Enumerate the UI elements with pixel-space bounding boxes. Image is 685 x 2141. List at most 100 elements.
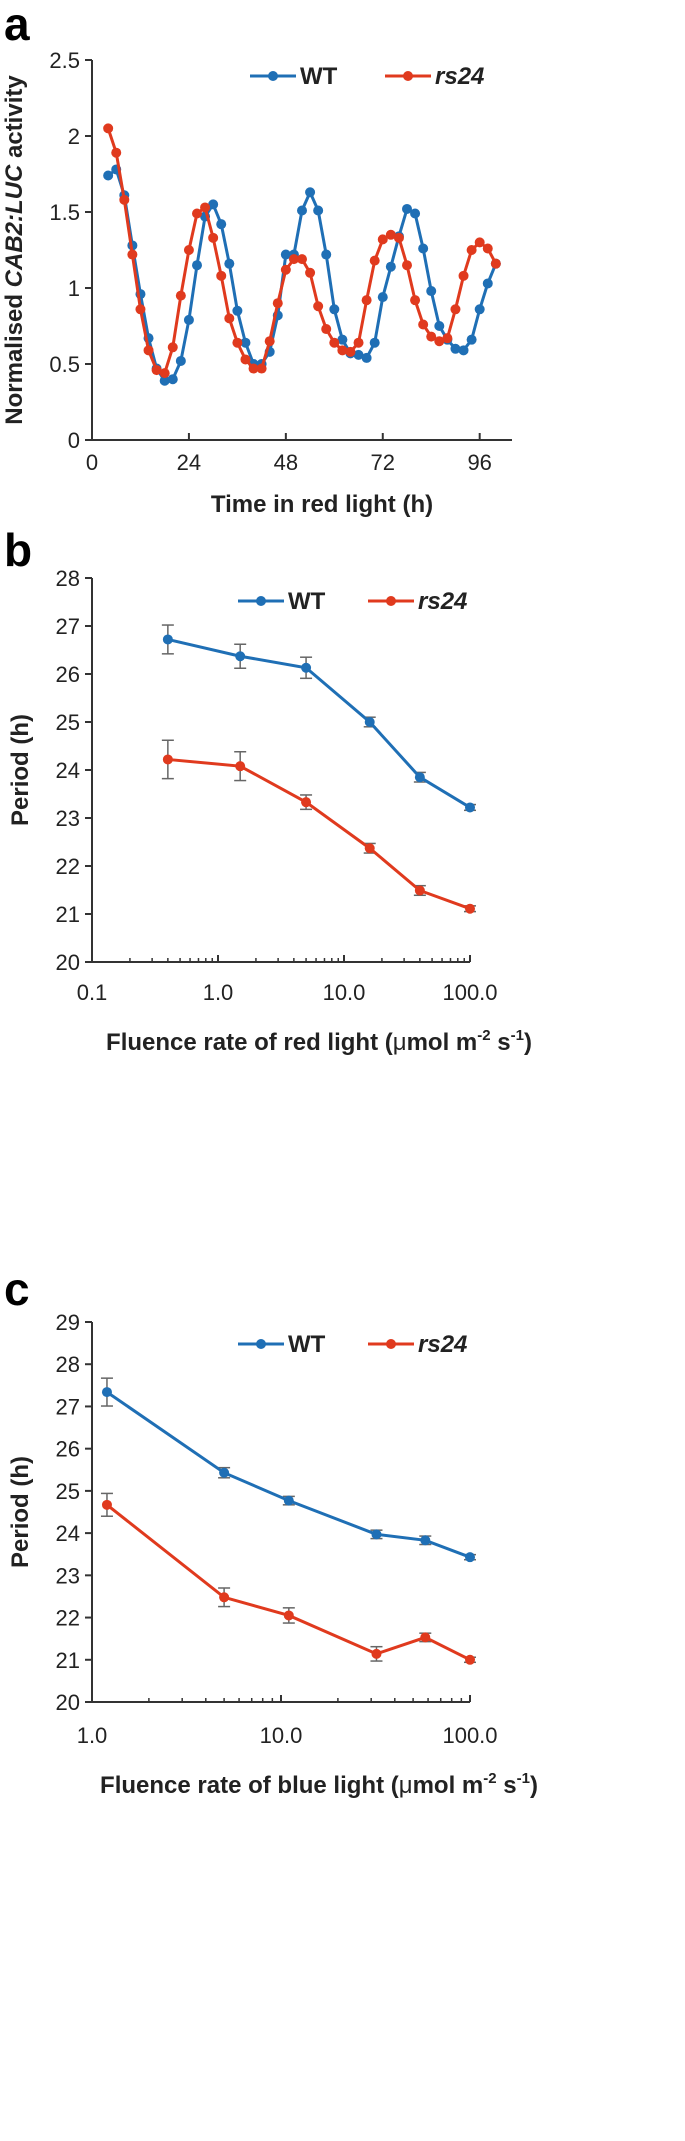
data-point-wt: [337, 334, 348, 345]
x-tick-label: 24: [177, 450, 201, 475]
data-point-rs24: [482, 243, 493, 254]
panel-letter-a: a: [4, 0, 30, 50]
panel-letter-b: b: [4, 524, 32, 576]
data-point-wt: [280, 249, 291, 260]
data-point-rs24: [111, 147, 122, 158]
y-tick-label: 24: [56, 1521, 80, 1546]
data-point-wt: [450, 343, 461, 354]
y-axis-title-part: Normalised: [1, 287, 28, 424]
data-point-rs24: [283, 1610, 294, 1621]
x-axis-title-sup: -2: [483, 1770, 496, 1787]
data-point-wt: [208, 199, 219, 210]
data-point-wt: [216, 219, 227, 230]
data-point-rs24: [434, 336, 445, 347]
x-axis-title-part: Fluence rate of red light (: [106, 1029, 393, 1056]
data-point-wt: [167, 374, 178, 385]
data-point-rs24: [426, 331, 437, 342]
data-point-wt: [410, 208, 421, 219]
data-point-rs24: [361, 295, 372, 306]
data-point-rs24: [414, 885, 425, 896]
data-point-rs24: [450, 304, 461, 315]
data-point-wt: [313, 205, 324, 216]
data-point-wt: [418, 243, 429, 254]
data-point-rs24: [248, 363, 259, 374]
data-point-wt: [377, 292, 388, 303]
data-point-rs24: [280, 264, 291, 275]
data-point-wt: [465, 802, 475, 813]
y-tick-label: 25: [56, 710, 80, 735]
data-point-rs24: [458, 270, 469, 281]
y-tick-label: 20: [56, 950, 80, 975]
data-point-rs24: [175, 290, 186, 301]
y-tick-label: 23: [56, 1563, 80, 1588]
data-point-rs24: [101, 1499, 112, 1510]
data-point-rs24: [418, 319, 429, 330]
data-point-wt: [371, 1529, 382, 1540]
legend-label-wt: WT: [288, 1331, 326, 1358]
data-point-wt: [232, 305, 243, 316]
data-point-wt: [183, 314, 194, 325]
data-point-wt: [434, 321, 445, 331]
y-tick-label: 26: [56, 662, 80, 687]
data-point-wt: [175, 355, 186, 366]
y-tick-label: 21: [56, 902, 80, 927]
data-point-wt: [159, 375, 170, 386]
series-line-wt: [167, 637, 471, 809]
data-point-wt: [369, 337, 380, 348]
data-point-rs24: [305, 267, 316, 278]
data-point-wt: [224, 258, 235, 269]
data-point-rs24: [272, 298, 283, 309]
x-axis-title-part: mol m: [413, 1772, 484, 1799]
y-tick-label: 22: [56, 854, 80, 879]
data-point-rs24: [288, 254, 299, 265]
y-tick-label: 26: [56, 1437, 80, 1462]
data-point-wt: [101, 1387, 112, 1398]
data-point-rs24: [235, 761, 246, 772]
y-tick-label: 22: [56, 1606, 80, 1631]
data-point-rs24: [490, 258, 501, 269]
data-point-wt: [420, 1535, 431, 1546]
data-point-rs24: [151, 365, 162, 376]
data-point-rs24: [410, 295, 421, 306]
data-point-wt: [219, 1467, 230, 1478]
legend-label-rs24: rs24: [435, 63, 484, 90]
y-tick-label: 24: [56, 758, 80, 783]
data-point-rs24: [264, 336, 275, 347]
x-axis-title-part: mol m: [407, 1029, 478, 1056]
data-point-wt: [235, 651, 246, 662]
data-point-rs24: [127, 249, 138, 260]
y-tick-label: 0: [68, 428, 80, 453]
data-point-wt: [103, 170, 114, 181]
data-point-rs24: [385, 229, 396, 240]
legend-marker-wt: [256, 596, 266, 606]
legend: WT rs24: [250, 63, 484, 90]
data-point-wt: [402, 203, 412, 214]
x-axis-title-sup: -1: [517, 1770, 530, 1787]
y-tick-label: 0.5: [49, 352, 80, 377]
data-point-rs24: [297, 254, 307, 265]
y-tick-label: 20: [56, 1690, 80, 1715]
data-point-rs24: [159, 368, 170, 379]
y-tick-label: 29: [56, 1310, 80, 1335]
data-point-wt: [283, 1495, 294, 1506]
data-point-wt: [353, 349, 364, 360]
y-axis-title: Period (h): [7, 714, 34, 826]
data-point-rs24: [466, 245, 477, 255]
series-line-rs24: [106, 127, 498, 376]
legend-label-rs24: rs24: [418, 588, 467, 615]
data-point-rs24: [192, 208, 202, 219]
y-tick-label: 2: [68, 124, 80, 149]
data-point-rs24: [329, 337, 340, 348]
legend-marker-wt: [268, 71, 278, 81]
x-axis-title-sup: -1: [511, 1027, 524, 1044]
data-point-wt: [321, 249, 332, 260]
legend-marker-wt: [256, 1339, 266, 1349]
data-point-rs24: [119, 194, 130, 205]
x-axis-title-mu: μ: [393, 1029, 407, 1056]
x-axis-title-sup: -2: [477, 1027, 490, 1044]
data-point-rs24: [420, 1632, 431, 1643]
data-point-rs24: [364, 843, 375, 854]
chart-c: 20 21 22 23 24 25 26 27 28 29 1.0 10.0 100.0 Fluence …: [7, 1310, 538, 1799]
y-axis-title-part: activity: [1, 75, 28, 165]
x-axis-title: Time in red light (h): [211, 491, 433, 518]
